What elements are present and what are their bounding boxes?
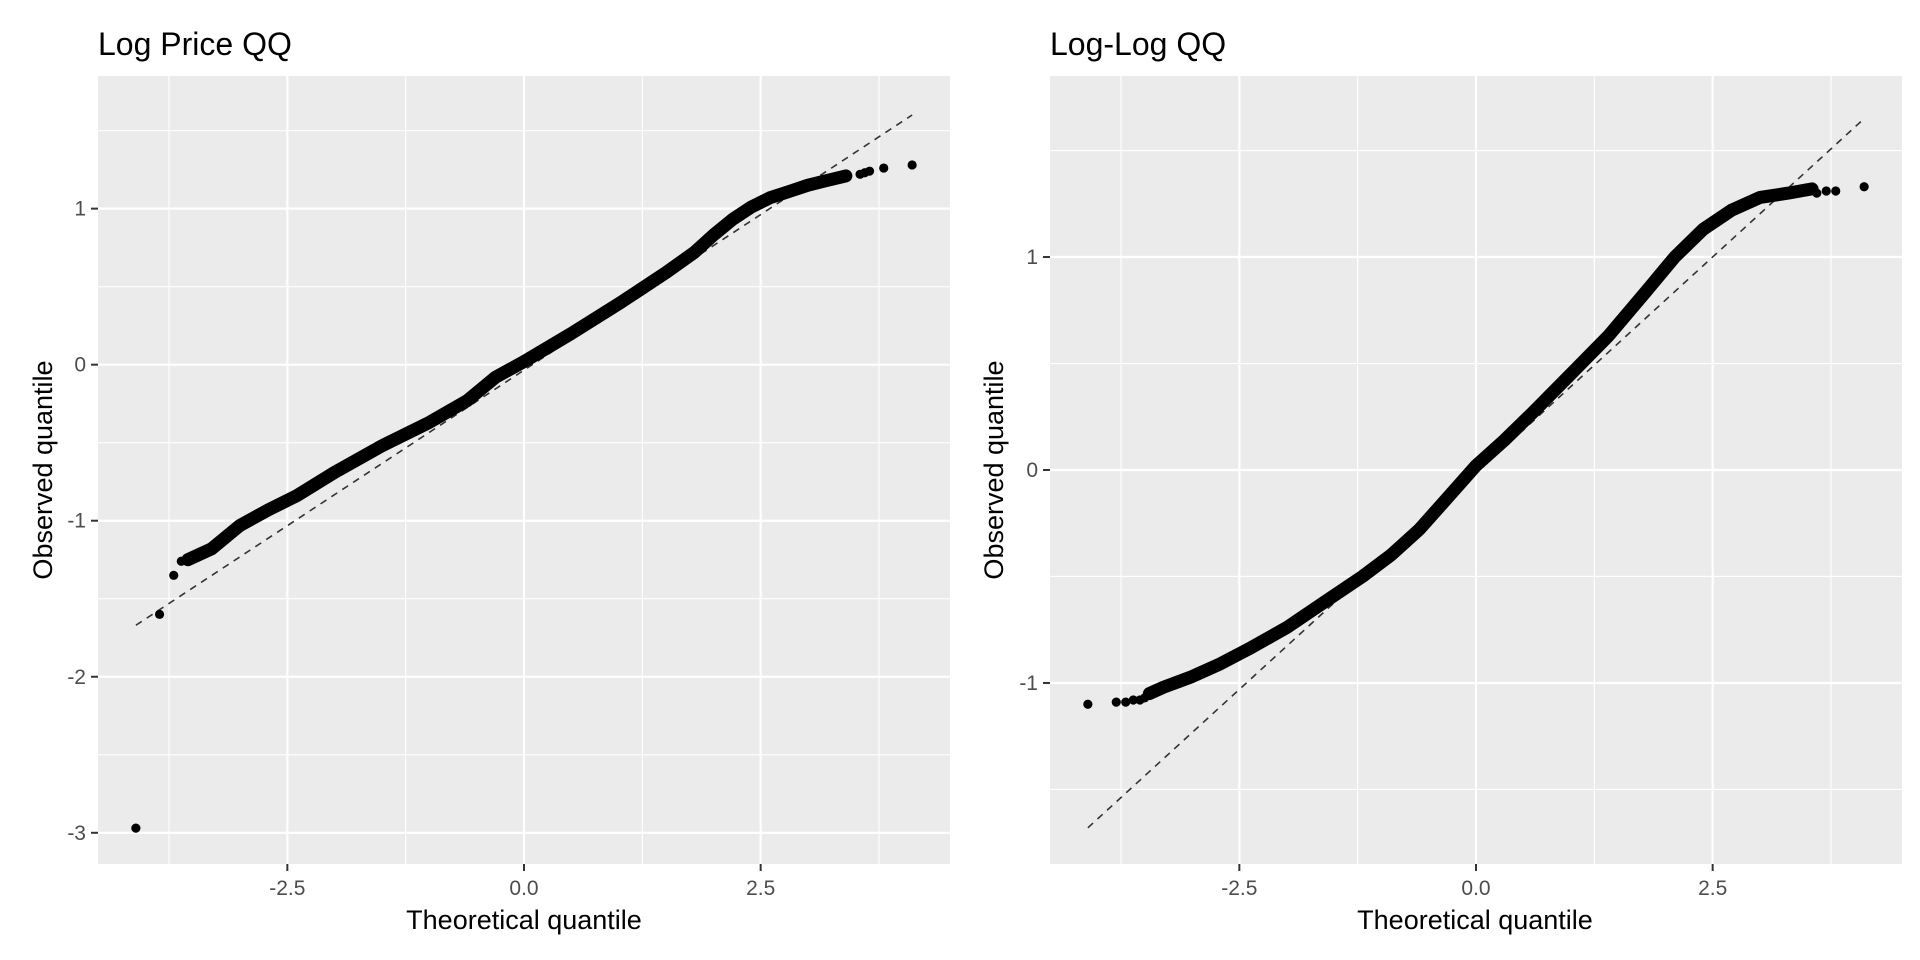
qq-point [1821,186,1831,196]
plot-area: -2.5 0.0 2.5 -1 0 1 [1019,76,1902,900]
qq-point [176,556,186,566]
y-tick-label: 0 [1026,459,1038,482]
y-tick-label: -1 [67,510,86,533]
y-tick-label: 1 [1026,246,1038,269]
x-tick-label: 0.0 [509,877,538,900]
qq-point [1812,188,1822,198]
qq-point [1121,697,1131,707]
y-axis-title: Observed quantile [28,360,58,579]
qq-point [879,163,889,173]
y-axis-title: Observed quantile [979,360,1009,579]
x-tick-label: 2.5 [1698,877,1727,900]
qq-point [1128,695,1138,705]
log-price-qq-panel: Log Price QQ -2.5 0.0 2.5 -3 -2 -1 0 1 Theoreti… [28,26,950,935]
y-tick-label: -3 [67,822,86,845]
x-tick-label: 2.5 [746,877,775,900]
x-axis-title: Theoretical quantile [406,905,642,935]
qq-point [154,609,165,619]
qq-point [1140,693,1150,703]
qq-point [1859,182,1869,192]
y-tick-label: -1 [1019,672,1038,695]
qq-point [131,823,141,833]
qq-point [1083,699,1093,709]
x-tick-label: -2.5 [1221,877,1257,900]
qq-point [1111,697,1121,707]
y-tick-label: 1 [74,198,86,221]
x-tick-label: -2.5 [269,877,305,900]
log-log-qq-panel: Log-Log QQ -2.5 0.0 2.5 -1 0 1 Theoretical qu… [979,26,1902,935]
qq-points-series [1142,182,1819,701]
qq-point [864,166,875,176]
panel-title: Log-Log QQ [1050,26,1226,62]
qq-point [907,160,917,170]
y-tick-label: -2 [67,666,86,689]
x-tick-label: 0.0 [1461,877,1490,900]
panel-title: Log Price QQ [98,26,292,62]
qq-point [169,570,179,580]
plot-area: -2.5 0.0 2.5 -3 -2 -1 0 1 [67,76,950,900]
y-tick-label: 0 [74,354,86,377]
qq-points-series [181,169,853,567]
qq-point [1831,186,1841,196]
x-axis-title: Theoretical quantile [1357,905,1593,935]
